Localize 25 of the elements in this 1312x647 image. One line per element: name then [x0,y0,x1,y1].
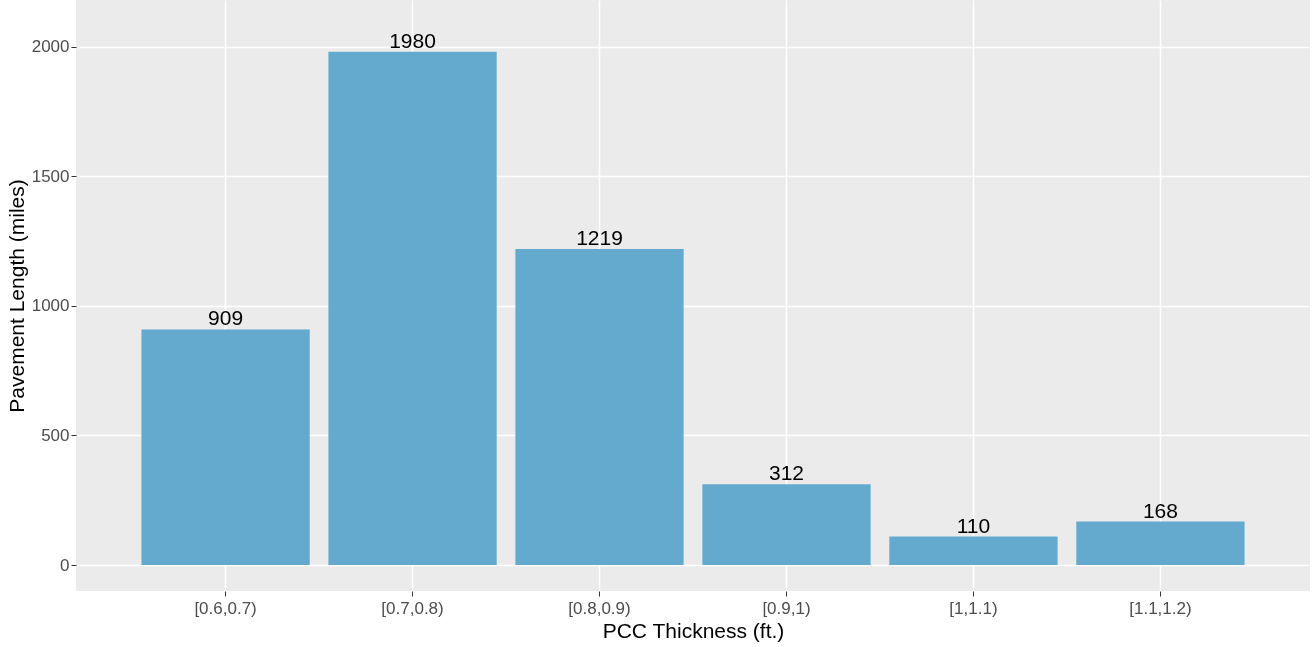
bar [1076,521,1245,566]
y-tick-label: 1500 [31,166,70,186]
data-label: 110 [956,513,991,537]
bar [141,329,310,566]
x-tick-label: [0.7,0.8) [381,598,444,618]
x-axis-title: PCC Thickness (ft.) [602,618,785,642]
y-tick-label: 0 [60,555,70,575]
data-label: 1980 [389,28,436,52]
x-tick-label: [0.9,1) [762,598,811,618]
x-tick-label: [1.1,1.2) [1129,598,1192,618]
bar [889,536,1058,566]
x-tick-label: [1,1.1) [949,598,998,618]
data-label: 168 [1142,498,1178,522]
bar [328,51,497,566]
bar [515,249,684,566]
x-tick-label: [0.6,0.7) [194,598,257,618]
y-tick-label: 2000 [31,37,70,57]
data-label: 909 [208,306,244,330]
data-label: 1219 [576,226,623,250]
x-tick-label: [0.8,0.9) [568,598,631,618]
data-label: 312 [768,461,805,485]
y-axis-title: Pavement Length (miles) [4,179,28,413]
y-tick-label: 1000 [31,296,70,316]
y-tick-label: 500 [41,425,70,445]
bar [702,484,871,566]
